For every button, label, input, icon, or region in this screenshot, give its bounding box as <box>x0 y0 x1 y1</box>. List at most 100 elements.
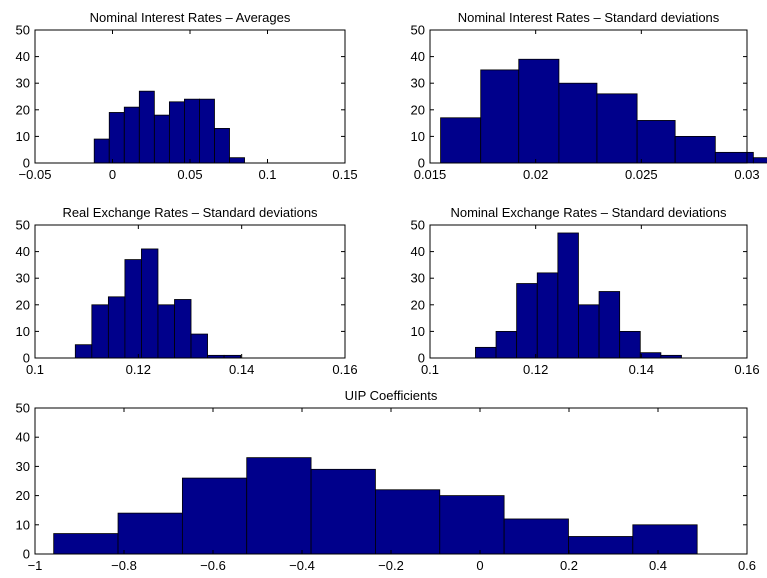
y-tick-label: 50 <box>16 401 30 416</box>
histogram-bar <box>375 489 441 555</box>
panel-title: Nominal Interest Rates – Averages <box>90 10 291 25</box>
histogram-bar <box>124 259 142 359</box>
y-tick-label: 30 <box>16 459 30 474</box>
x-tick-label: 0.16 <box>332 362 357 377</box>
histogram-bar <box>107 296 126 359</box>
histogram-bar <box>480 69 520 164</box>
y-tick-label: 0 <box>23 351 30 366</box>
histogram-bar <box>557 232 579 359</box>
y-tick-label: 10 <box>411 324 425 339</box>
y-tick-label: 0 <box>418 156 425 171</box>
histogram-bar <box>310 468 376 555</box>
histogram-bar <box>138 90 155 164</box>
y-tick-label: 40 <box>16 49 30 64</box>
histogram-bar <box>190 333 208 359</box>
histogram-bar <box>184 98 200 164</box>
histogram-bar <box>495 330 518 359</box>
histogram-bar <box>153 114 170 164</box>
histogram-bar <box>516 283 538 359</box>
histogram-bar <box>439 495 505 555</box>
x-tick-label: 0.12 <box>523 362 548 377</box>
histogram-bar <box>752 157 767 164</box>
panel-nominal-interest-stdev: Nominal Interest Rates – Standard deviat… <box>411 10 767 182</box>
x-tick-label: −0.8 <box>111 558 137 573</box>
y-tick-label: 30 <box>16 76 30 91</box>
histogram-bar <box>168 101 185 164</box>
histogram-bar <box>536 272 559 359</box>
y-tick-label: 20 <box>16 488 30 503</box>
panel-title: UIP Coefficients <box>345 388 438 403</box>
histogram-bar <box>639 352 662 359</box>
histogram-bar <box>157 304 175 359</box>
y-tick-label: 50 <box>16 218 30 233</box>
histogram-bar <box>598 291 621 359</box>
histogram-bar <box>619 330 641 359</box>
histogram-bar <box>714 151 754 164</box>
x-tick-label: 0.2 <box>560 558 578 573</box>
panel-nominal-interest-averages: Nominal Interest Rates – Averages−0.05 0 0… <box>16 10 358 182</box>
y-tick-label: 40 <box>411 244 425 259</box>
axis-box <box>34 224 346 359</box>
y-tick-label: 30 <box>411 271 425 286</box>
x-tick-label: 0.05 <box>177 167 202 182</box>
histogram-bar <box>636 120 676 164</box>
histogram-bar <box>578 304 600 359</box>
y-tick-label: 20 <box>16 297 30 312</box>
x-tick-label: −0.4 <box>289 558 315 573</box>
histogram-bar <box>440 117 482 164</box>
y-tick-label: 10 <box>16 129 30 144</box>
histogram-bar <box>503 518 569 555</box>
axis-box <box>429 29 748 164</box>
histogram-bar <box>174 299 192 359</box>
y-tick-label: 50 <box>411 218 425 233</box>
histogram-bar <box>199 98 215 164</box>
histogram-bar <box>214 128 230 164</box>
x-tick-label: 0.1 <box>26 362 44 377</box>
panel-title: Nominal Exchange Rates – Standard deviat… <box>450 205 727 220</box>
x-tick-label: 0.025 <box>625 167 658 182</box>
y-tick-label: 20 <box>16 102 30 117</box>
x-tick-label: 0.4 <box>649 558 667 573</box>
histogram-bar <box>141 248 159 359</box>
x-tick-label: 0.14 <box>629 362 654 377</box>
y-tick-label: 0 <box>418 351 425 366</box>
x-tick-label: 0.1 <box>421 362 439 377</box>
y-tick-label: 0 <box>23 547 30 562</box>
y-tick-label: 10 <box>411 129 425 144</box>
histogram-bar <box>53 533 119 555</box>
x-tick-label: 0.15 <box>332 167 357 182</box>
y-tick-label: 50 <box>16 23 30 38</box>
histogram-bar <box>74 344 93 359</box>
histogram-bar <box>632 524 698 555</box>
histogram-bar <box>117 512 183 555</box>
panel-title: Real Exchange Rates – Standard deviation… <box>62 205 318 220</box>
histogram-bar <box>246 457 312 555</box>
axis-box <box>429 224 748 359</box>
x-tick-label: 0 <box>476 558 483 573</box>
y-tick-label: 30 <box>411 76 425 91</box>
histogram-bar <box>181 477 248 555</box>
histogram-bar <box>674 135 716 164</box>
x-tick-label: 0 <box>109 167 116 182</box>
y-tick-label: 40 <box>16 244 30 259</box>
histogram-bar <box>108 112 125 164</box>
x-tick-label: 0.12 <box>126 362 151 377</box>
panel-real-exchange-stdev: Real Exchange Rates – Standard deviation… <box>16 205 358 377</box>
y-tick-label: 30 <box>16 271 30 286</box>
y-tick-label: 40 <box>411 49 425 64</box>
y-tick-label: 40 <box>16 430 30 445</box>
panel-title: Nominal Interest Rates – Standard deviat… <box>458 10 720 25</box>
histogram-bar <box>123 106 140 164</box>
x-tick-label: 0.02 <box>523 167 548 182</box>
panel-uip-coefficients: UIP Coefficients −1 −0.8 −0.6 −0.4 −0.2 0 0.2 0.… <box>16 388 757 573</box>
histogram-bar <box>229 157 245 164</box>
x-tick-label: −1 <box>28 558 43 573</box>
y-tick-label: 10 <box>16 324 30 339</box>
x-tick-label: −0.2 <box>378 558 404 573</box>
x-tick-label: 0.03 <box>734 167 759 182</box>
histogram-bar <box>475 346 497 359</box>
y-tick-label: 20 <box>411 102 425 117</box>
y-tick-label: 10 <box>16 517 30 532</box>
y-tick-label: 20 <box>411 297 425 312</box>
